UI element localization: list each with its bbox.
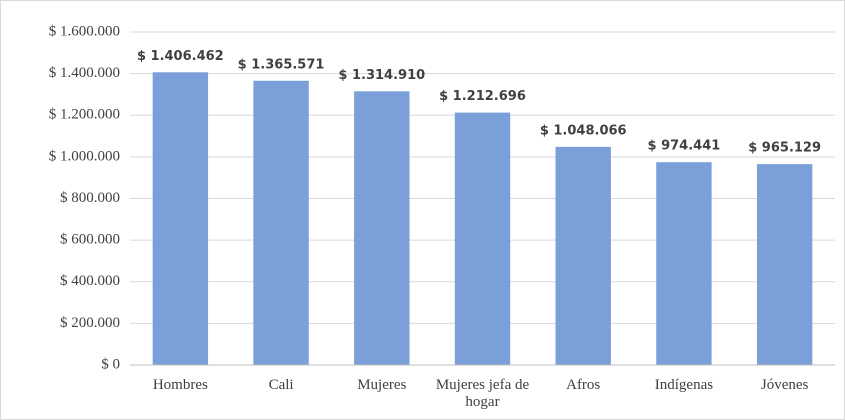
bar (152, 72, 209, 366)
value-label: $ 1.314.910 (338, 68, 425, 83)
value-label: $ 1.365.571 (238, 57, 325, 72)
x-tick-label: Jóvenes (760, 377, 809, 393)
bar (253, 80, 309, 366)
y-tick-label: $ 1.600.000 (49, 23, 120, 39)
x-tick-label: Mujeres (357, 377, 407, 393)
x-tick-label: Indígenas (654, 377, 714, 393)
x-tick-label: Cali (268, 377, 294, 393)
value-label: $ 1.048.066 (540, 123, 627, 138)
y-tick-label: $ 800.000 (60, 190, 120, 206)
bar (454, 112, 511, 366)
value-label: $ 1.212.696 (439, 89, 526, 104)
value-label: $ 965.129 (748, 141, 821, 156)
y-tick-label: $ 200.000 (60, 315, 120, 331)
bar (756, 164, 813, 365)
y-tick-label: $ 1.400.000 (49, 65, 120, 81)
x-tick-label: Afros (566, 377, 601, 393)
y-tick-label: $ 600.000 (60, 232, 120, 248)
bar (656, 162, 712, 365)
y-tick-label: $ 400.000 (60, 273, 120, 289)
y-tick-label: $ 0 (101, 356, 120, 372)
bar (354, 91, 410, 366)
value-label: $ 974.441 (648, 139, 721, 154)
x-tick-label: Mujeres jefa de hogar (435, 377, 530, 410)
x-tick-label: Hombres (152, 377, 208, 393)
bar (555, 146, 611, 365)
y-tick-label: $ 1.200.000 (49, 107, 120, 123)
y-tick-label: $ 1.000.000 (49, 148, 120, 164)
value-label: $ 1.406.462 (137, 49, 224, 64)
